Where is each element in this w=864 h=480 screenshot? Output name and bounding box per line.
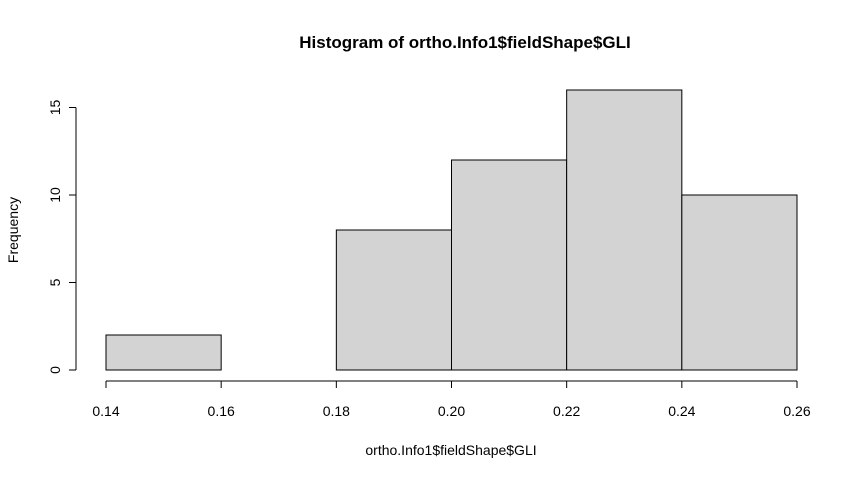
histogram-bar-2 (335, 229, 453, 371)
histogram-bar-4 (566, 89, 683, 371)
bars-group (105, 89, 798, 371)
y-tick-label-2: 10 (47, 187, 63, 203)
y-axis: 0 5 10 15 (47, 100, 77, 374)
x-tick-label-1: 0.16 (208, 403, 235, 419)
y-tick-label-3: 15 (47, 100, 63, 116)
histogram-bar-0 (105, 334, 222, 371)
x-axis: 0.14 0.16 0.18 0.20 0.22 0.24 0.26 (92, 380, 811, 419)
histogram-bar-3 (451, 159, 568, 371)
x-tick-label-5: 0.24 (668, 403, 695, 419)
x-tick-label-4: 0.22 (553, 403, 580, 419)
y-tick-label-0: 0 (47, 366, 63, 374)
histogram-bar-5 (681, 194, 798, 371)
y-axis-label: Frequency (5, 197, 21, 263)
y-tick-label-1: 5 (47, 278, 63, 286)
x-tick-label-0: 0.14 (92, 403, 119, 419)
x-tick-label-3: 0.20 (438, 403, 465, 419)
chart-title: Histogram of ortho.Info1$fieldShape$GLI (299, 33, 631, 52)
x-tick-label-2: 0.18 (323, 403, 350, 419)
x-axis-label: ortho.Info1$fieldShape$GLI (365, 442, 536, 458)
x-tick-label-6: 0.26 (783, 403, 810, 419)
